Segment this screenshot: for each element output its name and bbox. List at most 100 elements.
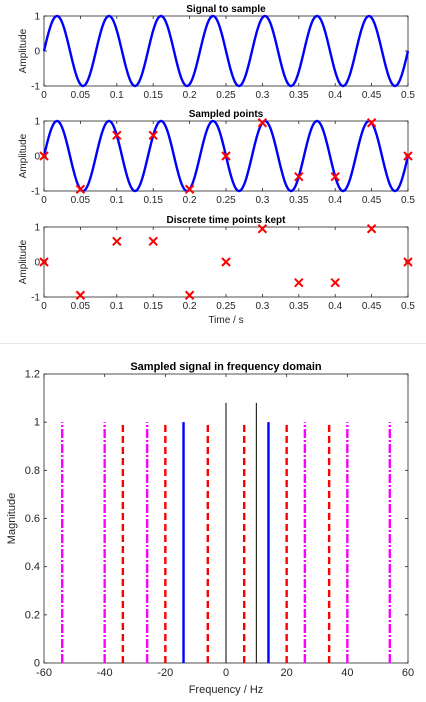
x-tick-label: 0.35: [289, 301, 309, 312]
x-tick-label: 0.05: [71, 301, 91, 312]
y-axis-label: Amplitude: [18, 239, 29, 284]
x-tick-label: 0.3: [255, 90, 269, 101]
marker-stroke: [75, 184, 86, 194]
sample-marker: [39, 257, 49, 267]
marker-stroke: [294, 277, 304, 288]
signal-line: [42, 14, 410, 88]
x-tick-label: 0.05: [71, 195, 91, 206]
marker-stroke: [257, 118, 268, 128]
x-tick-label: 0.3: [255, 195, 269, 206]
x-tick-label: 0.15: [143, 301, 163, 312]
chart-title: Signal to sample: [186, 4, 266, 15]
x-tick-label: 0.4: [328, 301, 342, 312]
chart-4: Sampled signal in frequency domain -60 -40…: [6, 361, 414, 696]
y-tick-label: -1: [31, 82, 40, 93]
y-axis-label: Magnitude: [6, 493, 18, 544]
x-tick-label: 0.2: [183, 90, 197, 101]
sample-marker: [148, 130, 158, 141]
chart-title: Discrete time points kept: [167, 215, 287, 226]
x-tick-label: -20: [157, 667, 173, 679]
marker-stroke: [148, 236, 158, 247]
chart-title: Sampled signal in frequency domain: [130, 361, 322, 373]
x-tick-label: 0: [41, 90, 47, 101]
y-tick-label: -1: [31, 187, 40, 198]
marker-stroke: [366, 224, 377, 234]
sample-marker: [257, 118, 268, 128]
sample-marker: [148, 236, 158, 247]
sample-marker: [330, 277, 340, 288]
sample-marker: [221, 257, 231, 267]
marker-stroke: [330, 171, 340, 182]
y-tick-label: 0: [34, 258, 40, 269]
x-tick-label: 0.4: [328, 195, 342, 206]
x-tick-label: 0.25: [216, 90, 236, 101]
chart-2: Sampled points 0 0.05 0.1 0.15 0.2 0.25 0.3 0.35…: [18, 109, 415, 206]
x-tick-label: 0.35: [289, 90, 309, 101]
x-tick-label: 40: [341, 667, 353, 679]
x-tick-label: 0.45: [362, 195, 382, 206]
sample-marker: [39, 151, 49, 161]
marker-stroke: [75, 290, 86, 300]
sample-marker: [366, 118, 377, 128]
y-axis-label: Amplitude: [18, 28, 29, 73]
marker-stroke: [184, 184, 195, 194]
sample-marker: [184, 290, 195, 300]
marker-stroke: [403, 151, 413, 161]
marker-stroke: [403, 257, 413, 267]
x-tick-label: 0: [41, 195, 47, 206]
y-tick-label: 1.2: [25, 369, 40, 381]
y-tick-label: 0.4: [25, 561, 40, 573]
x-axis-label: Frequency / Hz: [189, 684, 264, 696]
x-tick-label: 0.25: [216, 195, 236, 206]
y-tick-label: 0.8: [25, 465, 40, 477]
sample-marker: [257, 224, 268, 234]
y-tick-label: 0: [34, 152, 40, 163]
sample-marker: [366, 224, 377, 234]
x-axis-label: Time / s: [208, 315, 243, 326]
sample-marker: [294, 171, 304, 182]
y-tick-label: 0: [34, 47, 40, 58]
x-tick-label: 0.5: [401, 195, 415, 206]
y-tick-label: 0.2: [25, 609, 40, 621]
marker-stroke: [39, 257, 49, 267]
x-tick-label: 0.45: [362, 90, 382, 101]
marker-stroke: [184, 290, 195, 300]
marker-stroke: [39, 151, 49, 161]
marker-stroke: [330, 277, 340, 288]
x-tick-label: 60: [402, 667, 414, 679]
x-tick-label: -40: [97, 667, 113, 679]
marker-stroke: [257, 224, 268, 234]
sample-marker: [184, 184, 195, 194]
sample-marker: [112, 130, 122, 141]
x-tick-label: 0: [41, 301, 47, 312]
x-tick-label: 0.1: [110, 90, 124, 101]
x-tick-label: 0.2: [183, 195, 197, 206]
y-tick-label: -1: [31, 293, 40, 304]
y-tick-label: 1: [34, 12, 40, 23]
marker-stroke: [148, 130, 158, 141]
sample-marker: [330, 171, 340, 182]
marker-stroke: [221, 151, 231, 161]
marker-stroke: [366, 118, 377, 128]
sample-marker: [75, 290, 86, 300]
x-tick-label: 20: [281, 667, 293, 679]
x-tick-label: 0.5: [401, 301, 415, 312]
marker-stroke: [112, 130, 122, 141]
x-tick-label: 0.15: [143, 90, 163, 101]
x-tick-label: 0.1: [110, 301, 124, 312]
sample-marker: [75, 184, 86, 194]
figure-divider: [0, 343, 426, 344]
x-tick-label: -60: [36, 667, 52, 679]
sample-marker: [403, 151, 413, 161]
x-tick-label: 0.25: [216, 301, 236, 312]
marker-stroke: [294, 171, 304, 182]
chart-title: Sampled points: [189, 109, 264, 120]
x-tick-label: 0.5: [401, 90, 415, 101]
sample-marker: [112, 236, 122, 247]
y-tick-label: 0: [34, 658, 40, 670]
marker-stroke: [112, 236, 122, 247]
y-tick-label: 1: [34, 417, 40, 429]
chart-1: Signal to sample 0 0.05 0.1 0.15 0.2 0.25 0.3 0.…: [18, 4, 415, 101]
x-tick-label: 0.3: [255, 301, 269, 312]
